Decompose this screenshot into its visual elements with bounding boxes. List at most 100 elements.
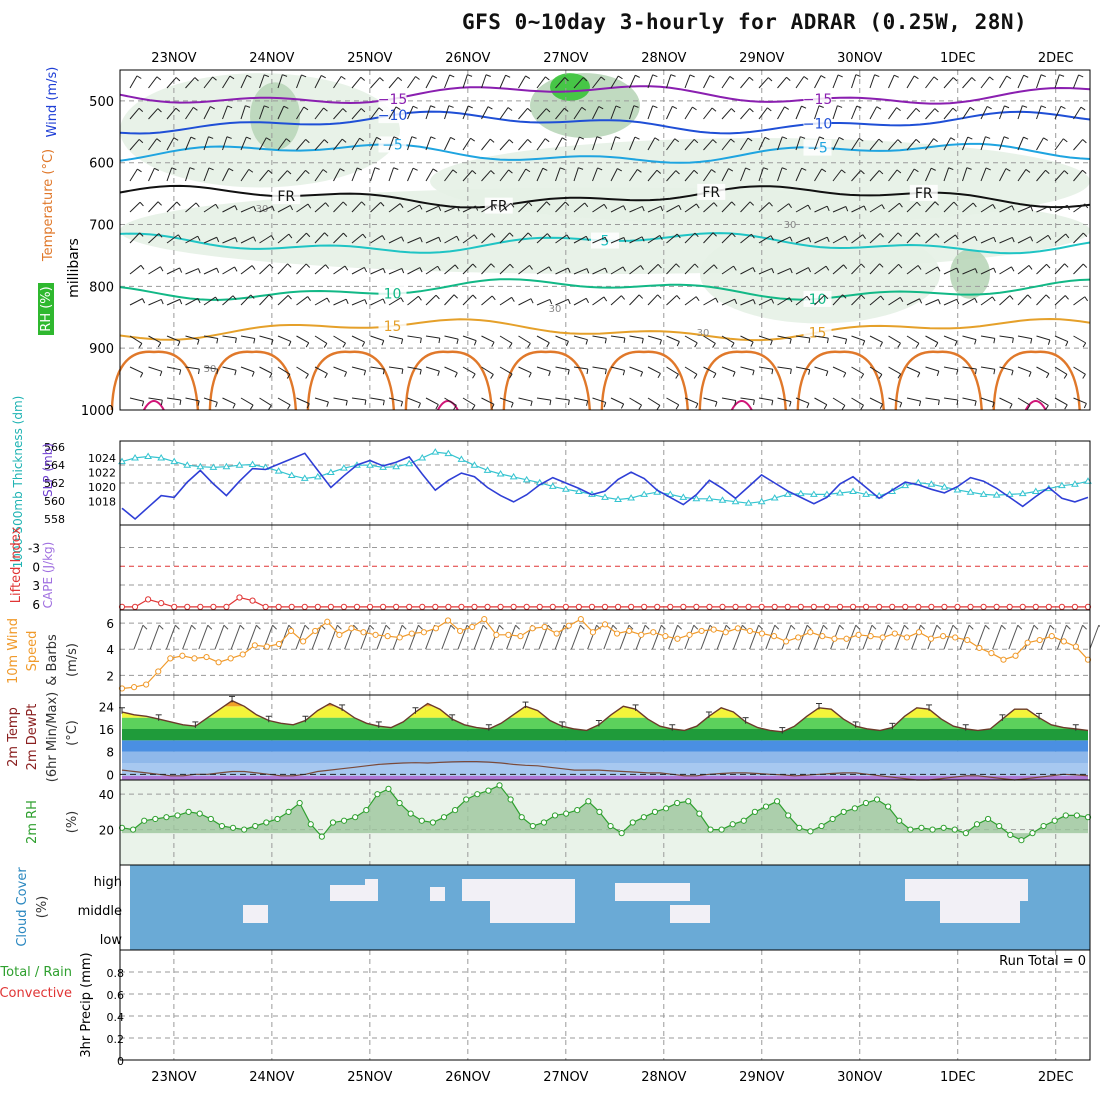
slp-line-point <box>470 461 479 468</box>
wind-barb <box>203 236 217 244</box>
wind-barb-flag <box>1046 263 1051 269</box>
temp-tick-label: 8 <box>106 746 114 760</box>
wind-barb-flag <box>1011 205 1015 211</box>
rh2m-line-point <box>862 799 870 807</box>
lifted-index-line-point <box>275 603 282 610</box>
thickness-tick-label: 560 <box>44 495 65 508</box>
wind-barb <box>629 105 635 120</box>
wind-barb <box>943 137 952 151</box>
wind-barb-flag <box>676 341 680 347</box>
wind-barb <box>555 335 569 342</box>
wind-barb <box>832 294 843 306</box>
wind-barb <box>832 206 847 213</box>
wind-barb <box>999 205 1013 213</box>
lifted-index-line-point <box>340 603 348 610</box>
wind10-barb <box>198 625 209 650</box>
wind-barb <box>980 296 993 306</box>
wind-barb <box>425 136 432 151</box>
wind-barb <box>814 335 829 339</box>
wind-barb <box>277 335 292 342</box>
wind-barb-flag <box>767 107 772 112</box>
wind-barb-flag <box>771 298 775 304</box>
wind10-barb <box>246 625 257 650</box>
wind-barb-flag <box>581 106 587 111</box>
wind-barb-flag <box>784 106 789 110</box>
rh2m-line-point <box>1018 837 1025 844</box>
wind10-barb-flag <box>758 624 763 630</box>
isotherm-label-bg <box>378 318 407 335</box>
wind-barb-flag <box>345 400 348 406</box>
x-tick-label-top: 25NOV <box>347 51 392 66</box>
wind-barb <box>351 201 362 213</box>
lifted-tick-label: 0 <box>32 560 40 574</box>
wind-barb-flag <box>430 136 436 140</box>
wind-barb <box>832 235 846 244</box>
wind-barb <box>814 397 828 406</box>
rh2m-line-point <box>873 796 881 803</box>
wind-barb-flag <box>268 169 273 174</box>
wind-barb <box>444 137 452 151</box>
wind-barb-flag <box>450 136 456 141</box>
wind-barb <box>592 397 606 403</box>
wind-barb-flag <box>675 374 679 379</box>
wind-barb-flag <box>993 237 997 243</box>
wind-barb <box>148 76 158 89</box>
wind-barb-flag <box>842 294 847 299</box>
wind-barb-flag <box>1005 168 1011 172</box>
wind-barb-flag <box>584 202 589 208</box>
wind-barb <box>592 106 600 120</box>
wind-barb <box>333 108 344 120</box>
wind-barb-flag <box>549 400 552 406</box>
wind-barb-flag <box>171 167 177 171</box>
wind-barb <box>148 266 161 275</box>
slp-line-point <box>940 483 949 490</box>
wind-barb-flag <box>837 105 843 108</box>
wind-barb-flag <box>966 167 972 170</box>
wind-barb <box>314 297 328 306</box>
slp-line-point <box>274 467 283 474</box>
wind-barb <box>388 167 395 182</box>
wind-barb <box>1073 74 1080 89</box>
wind-barb <box>499 169 509 182</box>
wind-barb <box>1017 105 1023 120</box>
wind-barb <box>314 397 329 403</box>
rh2m-line-point <box>518 814 525 821</box>
wind-barb-flag <box>874 74 880 78</box>
lifted-index-line-point <box>693 603 700 610</box>
wind-barb-flag <box>411 136 417 139</box>
isotherm-label: 10 <box>809 292 827 308</box>
wind-barb <box>610 105 617 120</box>
wind-barb <box>481 397 495 405</box>
wind10-line-point <box>517 633 524 640</box>
wind-barb <box>314 232 325 244</box>
wind-barb <box>906 298 920 306</box>
chart-title: GFS 0~10day 3-hourly for ADRAR (0.25W, 2… <box>462 10 1028 34</box>
wind-barb <box>721 138 732 151</box>
rh2m-line <box>121 784 1089 841</box>
wind-barb-flag <box>158 233 163 238</box>
lifted-index-line-point <box>471 603 478 610</box>
wind10-line-point <box>988 650 995 657</box>
wind-barb <box>703 232 714 244</box>
wind-barb-flag <box>154 167 160 171</box>
wind10-barb-flag <box>515 624 520 630</box>
wind-barb <box>203 267 217 275</box>
wind10-line-point <box>867 633 874 640</box>
wind-barb <box>814 205 828 213</box>
wind-barb <box>703 75 711 89</box>
wind-barb <box>351 137 360 151</box>
wind-barb-flag <box>343 232 348 238</box>
wind10-line-point <box>432 625 440 632</box>
wind10-barb-flag <box>725 624 731 630</box>
wind-barb <box>703 169 712 182</box>
slp-line-point <box>849 487 857 494</box>
slp-line-point <box>235 461 244 468</box>
wind-barb-flag <box>364 399 367 405</box>
wind-barb <box>129 201 141 213</box>
wind-barb-flag <box>788 297 793 303</box>
wind-barb <box>980 267 994 275</box>
wind-barb <box>666 74 672 89</box>
wind-barb <box>314 335 328 344</box>
rh-contour-label: 30 <box>784 220 797 231</box>
wind-barb <box>647 294 658 306</box>
